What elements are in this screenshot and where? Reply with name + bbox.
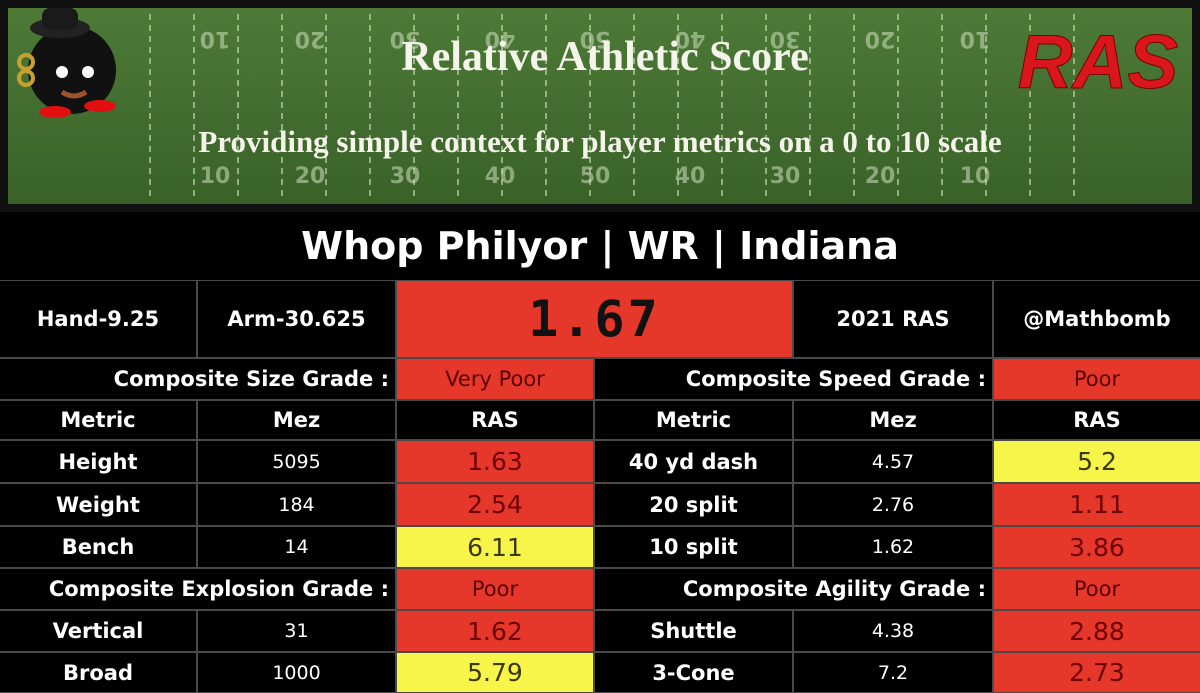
handle: @Mathbomb [994,281,1200,357]
measurement: 5095 [198,441,395,482]
ras-value: 1.62 [397,611,593,651]
grade-value: Poor [994,569,1200,609]
measurement: 1.62 [794,527,992,567]
ras-logo: RAS [1018,20,1178,105]
player-title: Whop Philyor | WR | Indiana [0,212,1200,280]
metric-name: 3-Cone [595,653,792,692]
yard-number: 40 [485,26,516,51]
yard-number: 30 [770,164,801,189]
ras-value: 1.63 [397,441,593,482]
ras-value: 1.11 [994,484,1200,525]
yard-number: 30 [390,26,421,51]
yard-number: 10 [200,164,231,189]
yard-number: 50 [580,26,611,51]
yard-number: 20 [295,164,326,189]
hand-size: Hand-9.25 [0,281,196,357]
measurement: 2.76 [794,484,992,525]
measurement: 4.57 [794,441,992,482]
measurement: 184 [198,484,395,525]
ras-value: 2.54 [397,484,593,525]
column-header: RAS [994,401,1200,439]
ras-value: 6.11 [397,527,593,567]
yard-lines [149,14,1075,200]
metric-name: 40 yd dash [595,441,792,482]
measurement: 7.2 [794,653,992,692]
yard-number: 20 [865,164,896,189]
mascot [17,8,116,118]
ras-value: 5.2 [994,441,1200,482]
yard-numbers: 10 10 20 20 30 30 40 40 50 50 40 40 30 30 20 20 10 10 [200,26,991,189]
grade-value: Poor [397,569,593,609]
grade-label: Composite Speed Grade : [595,359,992,399]
ras-value: 2.73 [994,653,1200,692]
yard-number: 10 [200,26,231,51]
yard-number: 20 [295,26,326,51]
ras-score: 1.67 [397,281,792,357]
column-header: Metric [595,401,792,439]
measurement: 14 [198,527,395,567]
metric-name: Vertical [0,611,196,651]
grade-value: Very Poor [397,359,593,399]
grade-label: Composite Explosion Grade : [0,569,395,609]
yard-number: 40 [675,164,706,189]
grade-label: Composite Agility Grade : [595,569,992,609]
yard-number: 30 [390,164,421,189]
metric-name: Weight [0,484,196,525]
year-label: 2021 RAS [794,281,992,357]
metric-name: 10 split [595,527,792,567]
banner-subtitle: Providing simple context for player metr… [198,124,1001,159]
yard-number: 40 [675,26,706,51]
yard-number: 10 [960,164,991,189]
measurement: 31 [198,611,395,651]
yard-number: 10 [960,26,991,51]
measurement: 1000 [198,653,395,692]
column-header: Mez [198,401,395,439]
metric-name: 20 split [595,484,792,525]
arm-length: Arm-30.625 [198,281,395,357]
ras-value: 3.86 [994,527,1200,567]
banner-title: Relative Athletic Score [401,34,808,80]
metric-name: Bench [0,527,196,567]
measurement: 4.38 [794,611,992,651]
yard-number: 30 [770,26,801,51]
column-header: RAS [397,401,593,439]
ras-value: 2.88 [994,611,1200,651]
ras-value: 5.79 [397,653,593,692]
yard-number: 40 [485,164,516,189]
column-header: Mez [794,401,992,439]
metric-name: Shuttle [595,611,792,651]
column-header: Metric [0,401,196,439]
metric-name: Height [0,441,196,482]
grade-value: Poor [994,359,1200,399]
header-banner: 10 10 20 20 30 30 40 40 50 50 40 40 30 30 20 20 10 10 Rel… [0,0,1200,212]
metric-name: Broad [0,653,196,692]
field [8,8,1192,204]
yard-number: 20 [865,26,896,51]
grade-label: Composite Size Grade : [0,359,395,399]
yard-number: 50 [580,164,611,189]
